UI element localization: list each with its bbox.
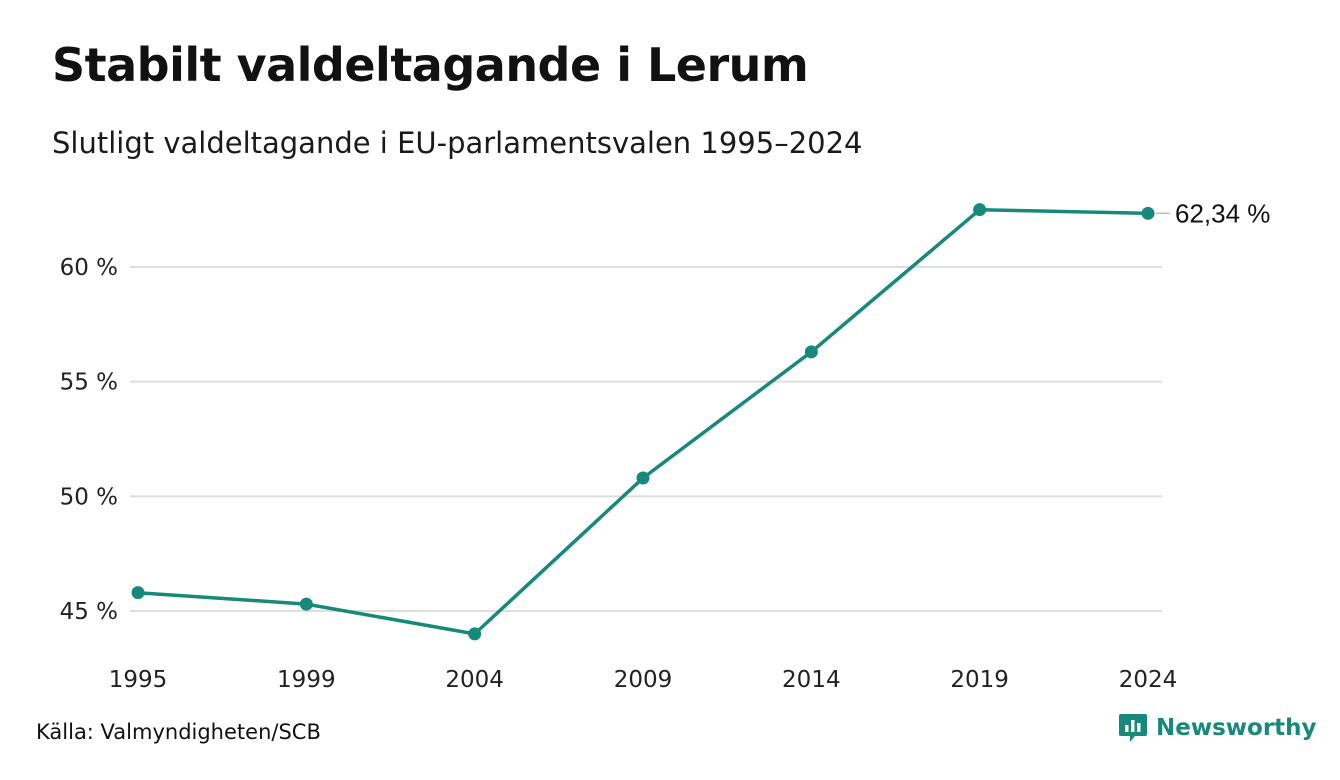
x-axis-labels: 1995 1999 2004 2009 2014 2019 2024 xyxy=(109,667,1178,693)
chart-title: Stabilt valdeltagande i Lerum xyxy=(52,38,809,92)
data-point-1999 xyxy=(299,597,313,611)
y-tick-label: 60 % xyxy=(60,255,118,281)
data-point-2024 xyxy=(1141,206,1155,220)
x-tick-label: 2014 xyxy=(782,667,841,693)
newsworthy-icon xyxy=(1119,714,1147,742)
chart-subtitle: Slutligt valdeltagande i EU-parlamentsva… xyxy=(52,126,863,160)
end-value-label: 62,34 % xyxy=(1175,198,1270,228)
brand-logo: Newsworthy xyxy=(1118,712,1317,744)
y-tick-label: 50 % xyxy=(60,484,118,510)
x-tick-label: 2004 xyxy=(445,667,504,693)
gridlines xyxy=(130,266,1162,612)
x-tick-label: 1999 xyxy=(277,667,336,693)
data-point-1995 xyxy=(131,586,145,600)
x-tick-label: 2009 xyxy=(614,667,673,693)
data-point-2004 xyxy=(468,627,482,641)
data-point-2009 xyxy=(636,471,650,485)
series-line xyxy=(137,207,1149,636)
x-tick-label: 1995 xyxy=(109,667,168,693)
source-note: Källa: Valmyndigheten/SCB xyxy=(36,720,321,744)
data-point-2019 xyxy=(973,203,987,217)
y-tick-label: 45 % xyxy=(60,599,118,625)
y-axis-labels: 45 % 50 % 55 % 60 % xyxy=(60,255,118,625)
end-annotation: 62,34 % xyxy=(1156,198,1270,228)
y-tick-label: 55 % xyxy=(60,370,118,396)
x-tick-label: 2024 xyxy=(1119,667,1178,693)
x-tick-label: 2019 xyxy=(950,667,1009,693)
brand-name: Newsworthy xyxy=(1156,715,1317,741)
series-turnout xyxy=(131,203,1155,641)
data-point-2014 xyxy=(804,345,818,359)
